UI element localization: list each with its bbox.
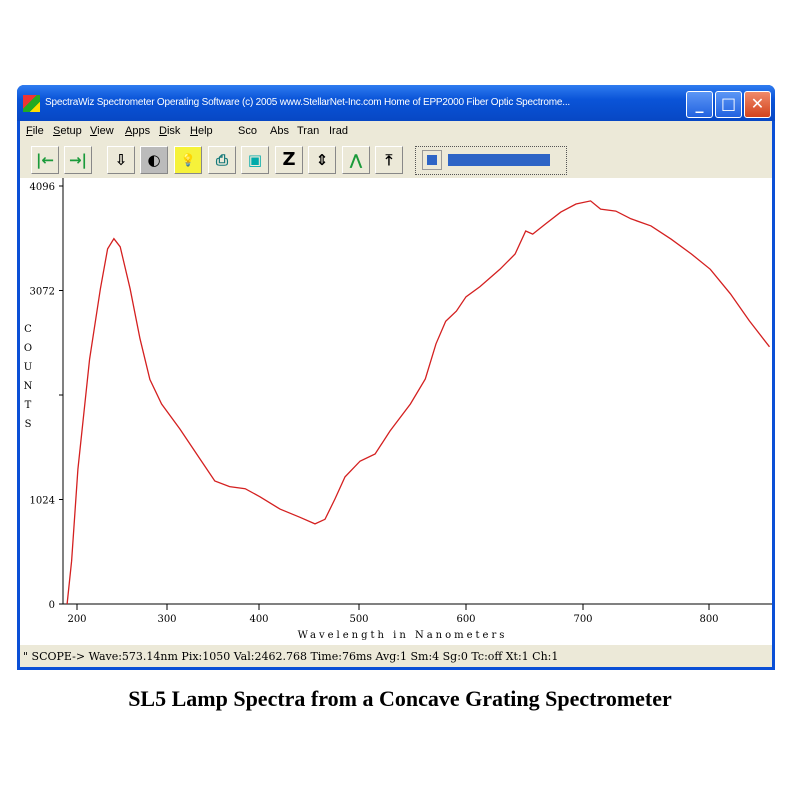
y-tick-label: 4096 — [30, 182, 55, 193]
figure-caption: SL5 Lamp Spectra from a Concave Grating … — [128, 686, 672, 711]
baseline-up-icon[interactable]: ⤒ — [375, 146, 403, 174]
minimize-button[interactable]: _ — [686, 91, 713, 118]
y-tick-label: 1024 — [30, 496, 55, 507]
x-tick-label: 700 — [573, 614, 592, 625]
y-axis-label-letter: N — [24, 381, 33, 392]
integration-slider[interactable] — [415, 146, 567, 175]
light-bulb-icon[interactable]: 💡 — [174, 146, 202, 174]
x-tick-label: 300 — [157, 614, 176, 625]
camera-icon[interactable]: ▣ — [241, 146, 269, 174]
menu-help[interactable]: Help — [190, 125, 213, 137]
y-axis-label-letter: O — [24, 343, 32, 354]
x-tick-label: 400 — [249, 614, 268, 625]
x-tick-label: 600 — [456, 614, 475, 625]
spectrum-chart: 200 300 400 500 600 700 800 0 1024 3072 4096 Wavele… — [24, 178, 772, 641]
menu-view[interactable]: View — [90, 125, 114, 137]
status-bar: " SCOPE-> Wave:573.14nm Pix:1050 Val:246… — [23, 650, 559, 663]
menu-setup[interactable]: Setup — [53, 125, 82, 137]
arrow-left-bar-icon[interactable]: |← — [31, 146, 59, 174]
save-download-icon[interactable]: ⇩ — [107, 146, 135, 174]
menu-file[interactable]: File — [26, 125, 44, 137]
y-tick-label: 0 — [49, 600, 55, 611]
slider-track — [448, 154, 550, 166]
app-logo-icon — [23, 95, 40, 112]
autoscale-vertical-icon[interactable]: ⇕ — [308, 146, 336, 174]
x-tick-label: 500 — [349, 614, 368, 625]
x-tick-label: 200 — [67, 614, 86, 625]
menu-absorbance[interactable]: Abs — [270, 125, 289, 137]
arrow-right-bar-icon[interactable]: →| — [64, 146, 92, 174]
x-tick-label: 800 — [699, 614, 718, 625]
window-title: SpectraWiz Spectrometer Operating Softwa… — [45, 97, 570, 108]
spectrum-line — [66, 200, 771, 605]
maximize-button[interactable]: □ — [715, 91, 742, 118]
y-axis-label-letter: C — [24, 324, 32, 335]
menu-disk[interactable]: Disk — [159, 125, 181, 137]
printer-icon[interactable]: ⎙ — [208, 146, 236, 174]
menu-bar: File Setup View Apps Disk Help Sco Abs T… — [20, 121, 772, 142]
menu-apps[interactable]: Apps — [125, 125, 151, 137]
dark-bulb-icon[interactable]: ◐ — [140, 146, 168, 174]
menu-transmission[interactable]: Tran — [297, 125, 320, 137]
y-tick-label: 3072 — [30, 287, 55, 298]
close-button[interactable]: ✕ — [744, 91, 771, 118]
z-zoom-icon[interactable]: Z — [275, 146, 303, 174]
app-window: SpectraWiz Spectrometer Operating Softwa… — [17, 85, 775, 670]
y-axis-label-letter: T — [25, 400, 32, 411]
peak-icon[interactable]: ⋀ — [342, 146, 370, 174]
menu-irradiance[interactable]: Irad — [329, 125, 348, 137]
toolbar: |← →| ⇩ ◐ 💡 ⎙ ▣ Z ⇕ ⋀ ⤒ — [20, 143, 772, 177]
y-axis-label-letter: U — [24, 362, 32, 373]
title-bar[interactable]: SpectraWiz Spectrometer Operating Softwa… — [17, 85, 775, 121]
x-axis-label: Wavelength in Nanometers — [298, 630, 508, 641]
y-axis-label-letter: S — [25, 419, 32, 430]
menu-scope[interactable]: Sco — [238, 125, 257, 137]
slider-thumb[interactable] — [422, 150, 442, 170]
spectrum-plot: 200 300 400 500 600 700 800 0 1024 3072 4096 Wavele… — [20, 178, 772, 645]
